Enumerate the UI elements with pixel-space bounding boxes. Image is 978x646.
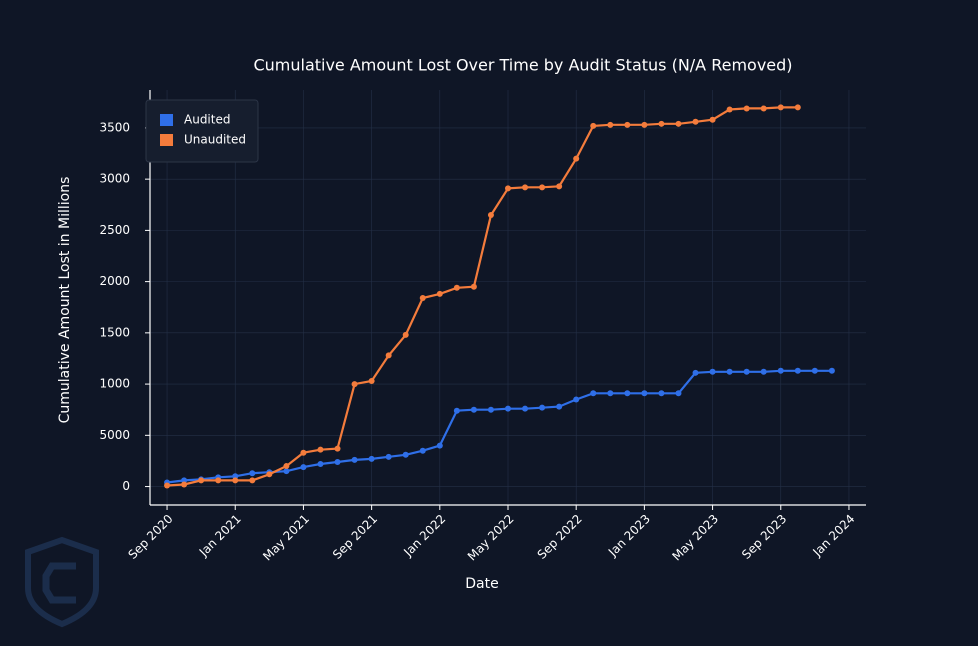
- y-tick-label: 3500: [99, 120, 130, 134]
- data-point: [232, 477, 239, 484]
- y-tick-label: 1500: [99, 325, 130, 339]
- data-point: [539, 184, 546, 191]
- data-point: [368, 378, 375, 385]
- data-point: [419, 295, 426, 302]
- data-point: [164, 482, 171, 489]
- data-point: [573, 396, 580, 403]
- data-point: [539, 404, 546, 411]
- data-point: [487, 212, 494, 219]
- data-point: [675, 120, 682, 127]
- data-point: [607, 390, 614, 397]
- data-point: [726, 106, 733, 113]
- data-point: [334, 458, 341, 465]
- data-point: [300, 449, 307, 456]
- y-tick-label: 2000: [99, 274, 130, 288]
- data-point: [692, 118, 699, 125]
- data-point: [283, 463, 290, 470]
- data-point: [641, 121, 648, 128]
- data-point: [709, 116, 716, 123]
- y-tick-label: 3000: [99, 172, 130, 186]
- data-point: [794, 367, 801, 374]
- data-point: [590, 390, 597, 397]
- data-point: [232, 473, 239, 480]
- data-point: [470, 283, 477, 290]
- data-point: [505, 405, 511, 412]
- data-point: [624, 390, 631, 397]
- y-tick-label: 2500: [99, 223, 130, 237]
- data-point: [709, 368, 716, 375]
- data-point: [573, 155, 580, 162]
- data-point: [505, 185, 511, 192]
- y-tick-label: 0: [122, 479, 130, 493]
- data-point: [470, 406, 477, 413]
- data-point: [317, 446, 324, 453]
- data-point: [181, 477, 188, 484]
- data-point: [743, 105, 750, 112]
- data-point: [300, 464, 307, 471]
- data-point: [828, 367, 835, 374]
- data-point: [198, 477, 205, 484]
- data-point: [249, 470, 256, 477]
- data-point: [283, 468, 290, 475]
- data-point: [777, 367, 784, 374]
- data-point: [317, 461, 324, 468]
- legend-label: Unaudited: [184, 133, 246, 147]
- data-point: [675, 390, 682, 397]
- x-axis-label: Date: [465, 576, 498, 592]
- logo: [25, 536, 99, 628]
- data-point: [522, 405, 529, 412]
- data-point: [641, 390, 648, 397]
- data-point: [402, 451, 409, 458]
- data-point: [436, 290, 443, 297]
- y-axis-label: Cumulative Amount Lost in Millions: [57, 177, 73, 424]
- data-point: [794, 104, 801, 111]
- data-point: [419, 447, 426, 454]
- data-point: [556, 403, 563, 410]
- legend-swatch: [160, 134, 173, 146]
- data-point: [556, 183, 563, 190]
- data-point: [334, 445, 341, 452]
- data-point: [453, 284, 460, 291]
- data-point: [266, 471, 273, 478]
- data-point: [777, 104, 784, 111]
- data-point: [351, 381, 358, 388]
- data-point: [249, 477, 256, 484]
- data-point: [368, 455, 375, 462]
- data-point: [760, 105, 767, 112]
- data-point: [436, 442, 443, 449]
- data-point: [607, 121, 614, 128]
- data-point: [760, 368, 767, 375]
- data-point: [658, 120, 665, 127]
- legend-swatch: [160, 114, 173, 126]
- y-tick-label: 5000: [99, 428, 130, 442]
- series-line: [166, 369, 832, 484]
- chart-title: Cumulative Amount Lost Over Time by Audi…: [253, 56, 792, 75]
- data-point: [692, 369, 699, 376]
- data-point: [402, 331, 409, 338]
- data-point: [743, 368, 750, 375]
- data-point: [522, 184, 529, 191]
- legend-box: [145, 99, 259, 163]
- y-tick-label: 1000: [99, 377, 130, 391]
- data-point: [453, 407, 460, 414]
- data-point: [351, 456, 358, 463]
- data-point: [385, 453, 392, 460]
- legend-label: Audited: [184, 113, 230, 127]
- data-point: [215, 477, 222, 484]
- data-point: [181, 481, 188, 488]
- data-point: [590, 122, 597, 129]
- legend: Audited Unaudited: [145, 99, 259, 163]
- data-point: [487, 406, 494, 413]
- data-point: [385, 352, 392, 359]
- data-point: [624, 121, 631, 128]
- data-point: [811, 367, 818, 374]
- data-point: [726, 368, 733, 375]
- data-point: [658, 390, 665, 397]
